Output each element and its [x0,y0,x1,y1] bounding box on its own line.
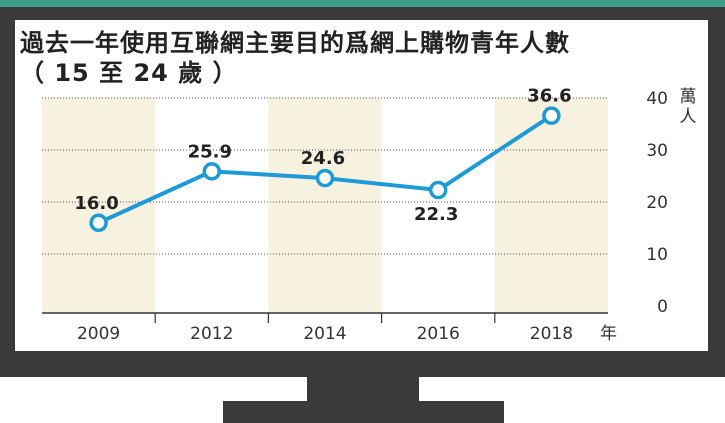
y-unit-char-0: 萬 [680,87,697,107]
band-2018 [494,98,608,313]
band-2014 [268,98,382,313]
y-tick-label-30: 30 [646,141,668,161]
chart-subtitle: （ 15 至 24 歲 ） [20,59,238,87]
y-tick-label-40: 40 [646,89,668,109]
x-tick-label-2014: 2014 [303,324,346,344]
monitor-neck [307,377,419,401]
x-axis-unit: 年 [600,324,617,344]
y-axis-unit: 萬人 [680,87,697,127]
chart-title: 過去一年使用互聯網主要目的爲網上購物青年人數 （ 15 至 24 歲 ） [20,28,570,88]
x-tick-label-2016: 2016 [417,324,460,344]
data-label-2018: 36.6 [527,86,571,107]
alternating-bands [42,98,608,313]
data-label-2012: 25.9 [188,141,232,162]
x-tick-label-2009: 2009 [77,324,120,344]
data-points [89,106,561,233]
data-point-2012 [202,162,222,181]
data-label-2009: 16.0 [74,193,118,214]
x-tick-label-2012: 2012 [190,324,233,344]
y-tick-label-20: 20 [646,193,668,213]
data-label-2014: 24.6 [301,148,345,169]
data-labels: 16.0 25.9 24.6 22.3 36.6 [74,86,571,225]
chart-title-main: 過去一年使用互聯網主要目的爲網上購物青年人數 [20,29,570,57]
data-point-2016 [428,180,448,200]
monitor-stand [223,401,504,423]
y-unit-char-1: 人 [680,107,697,127]
y-tick-label-10: 10 [646,245,668,265]
x-tick-label-2018: 2018 [530,324,573,344]
gridlines [42,97,608,255]
data-point-2014 [315,168,335,188]
x-axis-ticks [154,313,496,323]
data-label-2016: 22.3 [414,204,458,225]
x-axis-labels: 2009 2012 2014 2016 2018 [77,324,573,344]
y-axis-labels: 0 10 20 30 40 [646,89,668,317]
data-point-2009 [89,213,108,233]
y-tick-label-0: 0 [657,297,668,317]
data-point-2018 [542,106,561,125]
accent-strip [0,0,725,7]
